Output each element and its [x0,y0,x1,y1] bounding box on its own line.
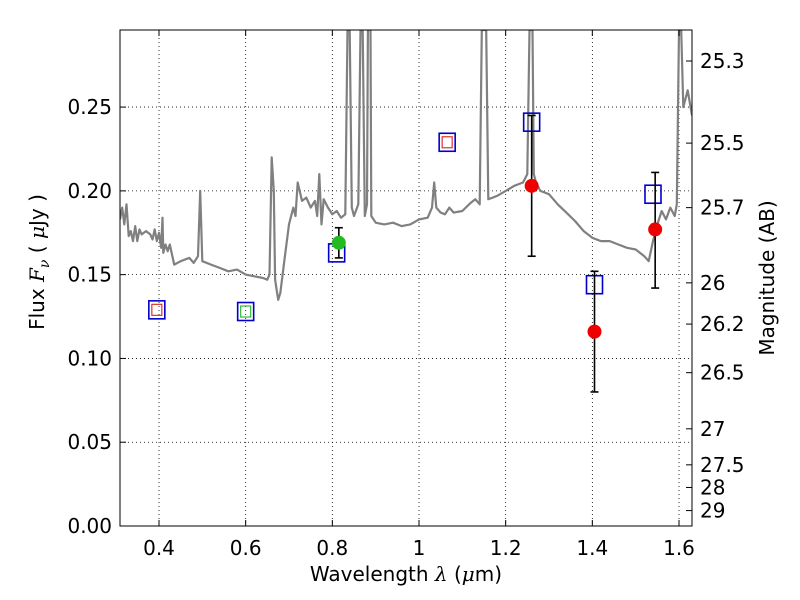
spectrum-line [120,30,692,301]
y2-tick-label: 27.5 [700,453,745,477]
y2-tick-label: 26.5 [700,361,745,385]
y2-tick-label: 26.2 [700,312,745,336]
plot-area [120,30,692,526]
data-point [587,324,602,339]
data-point [648,222,663,237]
data-point [331,235,346,250]
y2-tick-label: 25.7 [700,196,745,220]
x-tick-label: 0.8 [316,536,348,560]
x-tick-label: 0.6 [230,536,262,560]
x-tick-label: 1.6 [663,536,695,560]
y-tick-label: 0.00 [67,514,112,538]
measurement-square-marker [151,303,163,316]
x-tick-label: 0.4 [143,536,175,560]
y2-tick-label: 26 [700,271,725,295]
marker-layer [148,112,663,393]
y-tick-label: 0.05 [67,430,112,454]
model-square-marker [438,132,456,153]
x-tick-label: 1 [413,536,426,560]
y-tick-label: 0.20 [67,179,112,203]
y2-tick-label: 28 [700,475,725,499]
plot-frame [119,29,693,527]
x-axis-title: Wavelength λ (μm) [310,562,502,586]
spectrum-layer [120,30,692,301]
y-tick-label: 0.10 [67,346,112,370]
model-square-marker [236,301,255,322]
measurement-square-marker [240,305,252,318]
model-square-marker [644,184,662,205]
ticks: 0.4 0.6 0.8 1 1.2 1.4 1.6 0.00 0.05 0.10 0.15 0.20 0… [67,30,745,560]
y2-tick-label: 25.3 [700,49,745,73]
model-square-marker [148,300,166,320]
x-tick-label: 1.4 [576,536,608,560]
data-point [524,178,539,193]
y2-tick-label: 29 [700,499,725,523]
y2-tick-label: 27 [700,417,725,441]
y-axis-title: Flux Fν ( μJy ) [25,194,53,330]
y2-axis-title: Magnitude (AB) [755,200,779,355]
y-tick-label: 0.15 [67,263,112,287]
y2-tick-label: 25.5 [700,131,745,155]
measurement-square-marker [441,136,453,149]
x-tick-label: 1.2 [490,536,522,560]
y-tick-label: 0.25 [67,95,112,119]
